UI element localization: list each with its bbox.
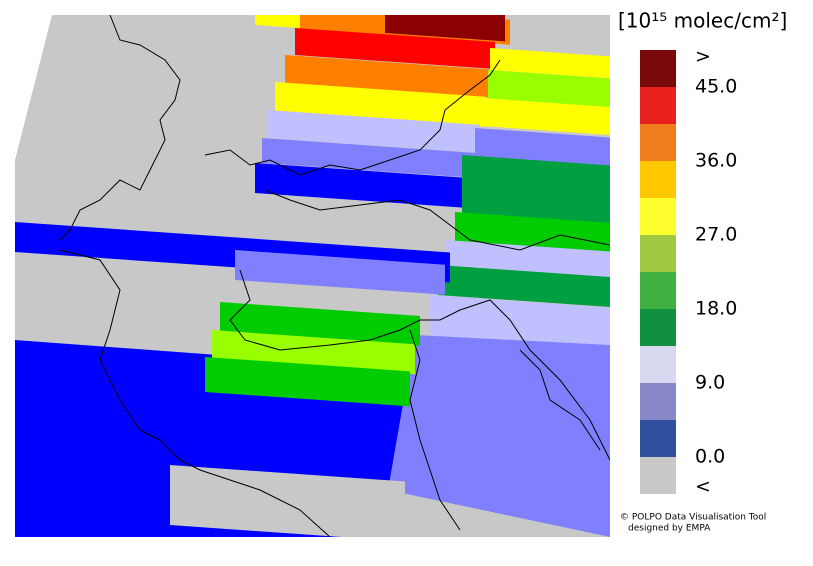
swath — [268, 110, 480, 153]
legend-swatch — [640, 87, 676, 124]
swath — [170, 465, 405, 537]
credit-line: designed by EMPA — [628, 524, 711, 534]
legend-swatch — [640, 50, 676, 87]
border-line — [519, 349, 601, 451]
swath — [475, 128, 610, 168]
legend-swatch — [640, 235, 676, 272]
legend-swatch — [640, 198, 676, 235]
swath — [205, 357, 410, 407]
legend-label: 36.0 — [695, 150, 737, 172]
legend-label: 27.0 — [695, 224, 737, 246]
swath — [262, 138, 475, 178]
swath — [438, 265, 610, 308]
legend-label: 45.0 — [695, 76, 737, 98]
credit-line: © POLPO Data Visualisation Tool — [620, 513, 766, 523]
legend-label: 9.0 — [695, 372, 725, 394]
legend-swatch — [640, 124, 676, 161]
border-line — [204, 59, 501, 176]
border-line — [264, 189, 610, 251]
legend-label: 0.0 — [695, 446, 725, 468]
swath — [462, 155, 610, 226]
legend-label: > — [695, 46, 711, 68]
legend-swatch — [640, 457, 676, 494]
swath — [455, 212, 610, 253]
swath — [285, 55, 490, 98]
legend-swatch — [640, 309, 676, 346]
swath — [490, 48, 610, 79]
legend-label: < — [695, 476, 711, 498]
borders — [59, 15, 610, 537]
legend-swatch — [640, 272, 676, 309]
swath — [388, 335, 610, 537]
border-line — [59, 249, 331, 537]
swath — [488, 70, 610, 109]
swath — [255, 15, 300, 29]
legend-title: [10¹⁵ molec/cm²] — [618, 9, 787, 33]
legend-swatch — [640, 420, 676, 457]
border-line — [229, 269, 610, 461]
map — [15, 15, 610, 537]
no-data-area — [15, 15, 52, 160]
legend-swatch — [640, 383, 676, 420]
legend-swatch — [640, 346, 676, 383]
swath — [385, 15, 505, 42]
border-line — [409, 329, 461, 531]
swath — [235, 250, 445, 295]
border-line — [59, 15, 181, 241]
swath — [255, 163, 465, 208]
swath — [482, 98, 610, 135]
legend-label: 18.0 — [695, 298, 737, 320]
legend-swatch — [640, 161, 676, 198]
swath — [295, 28, 495, 69]
